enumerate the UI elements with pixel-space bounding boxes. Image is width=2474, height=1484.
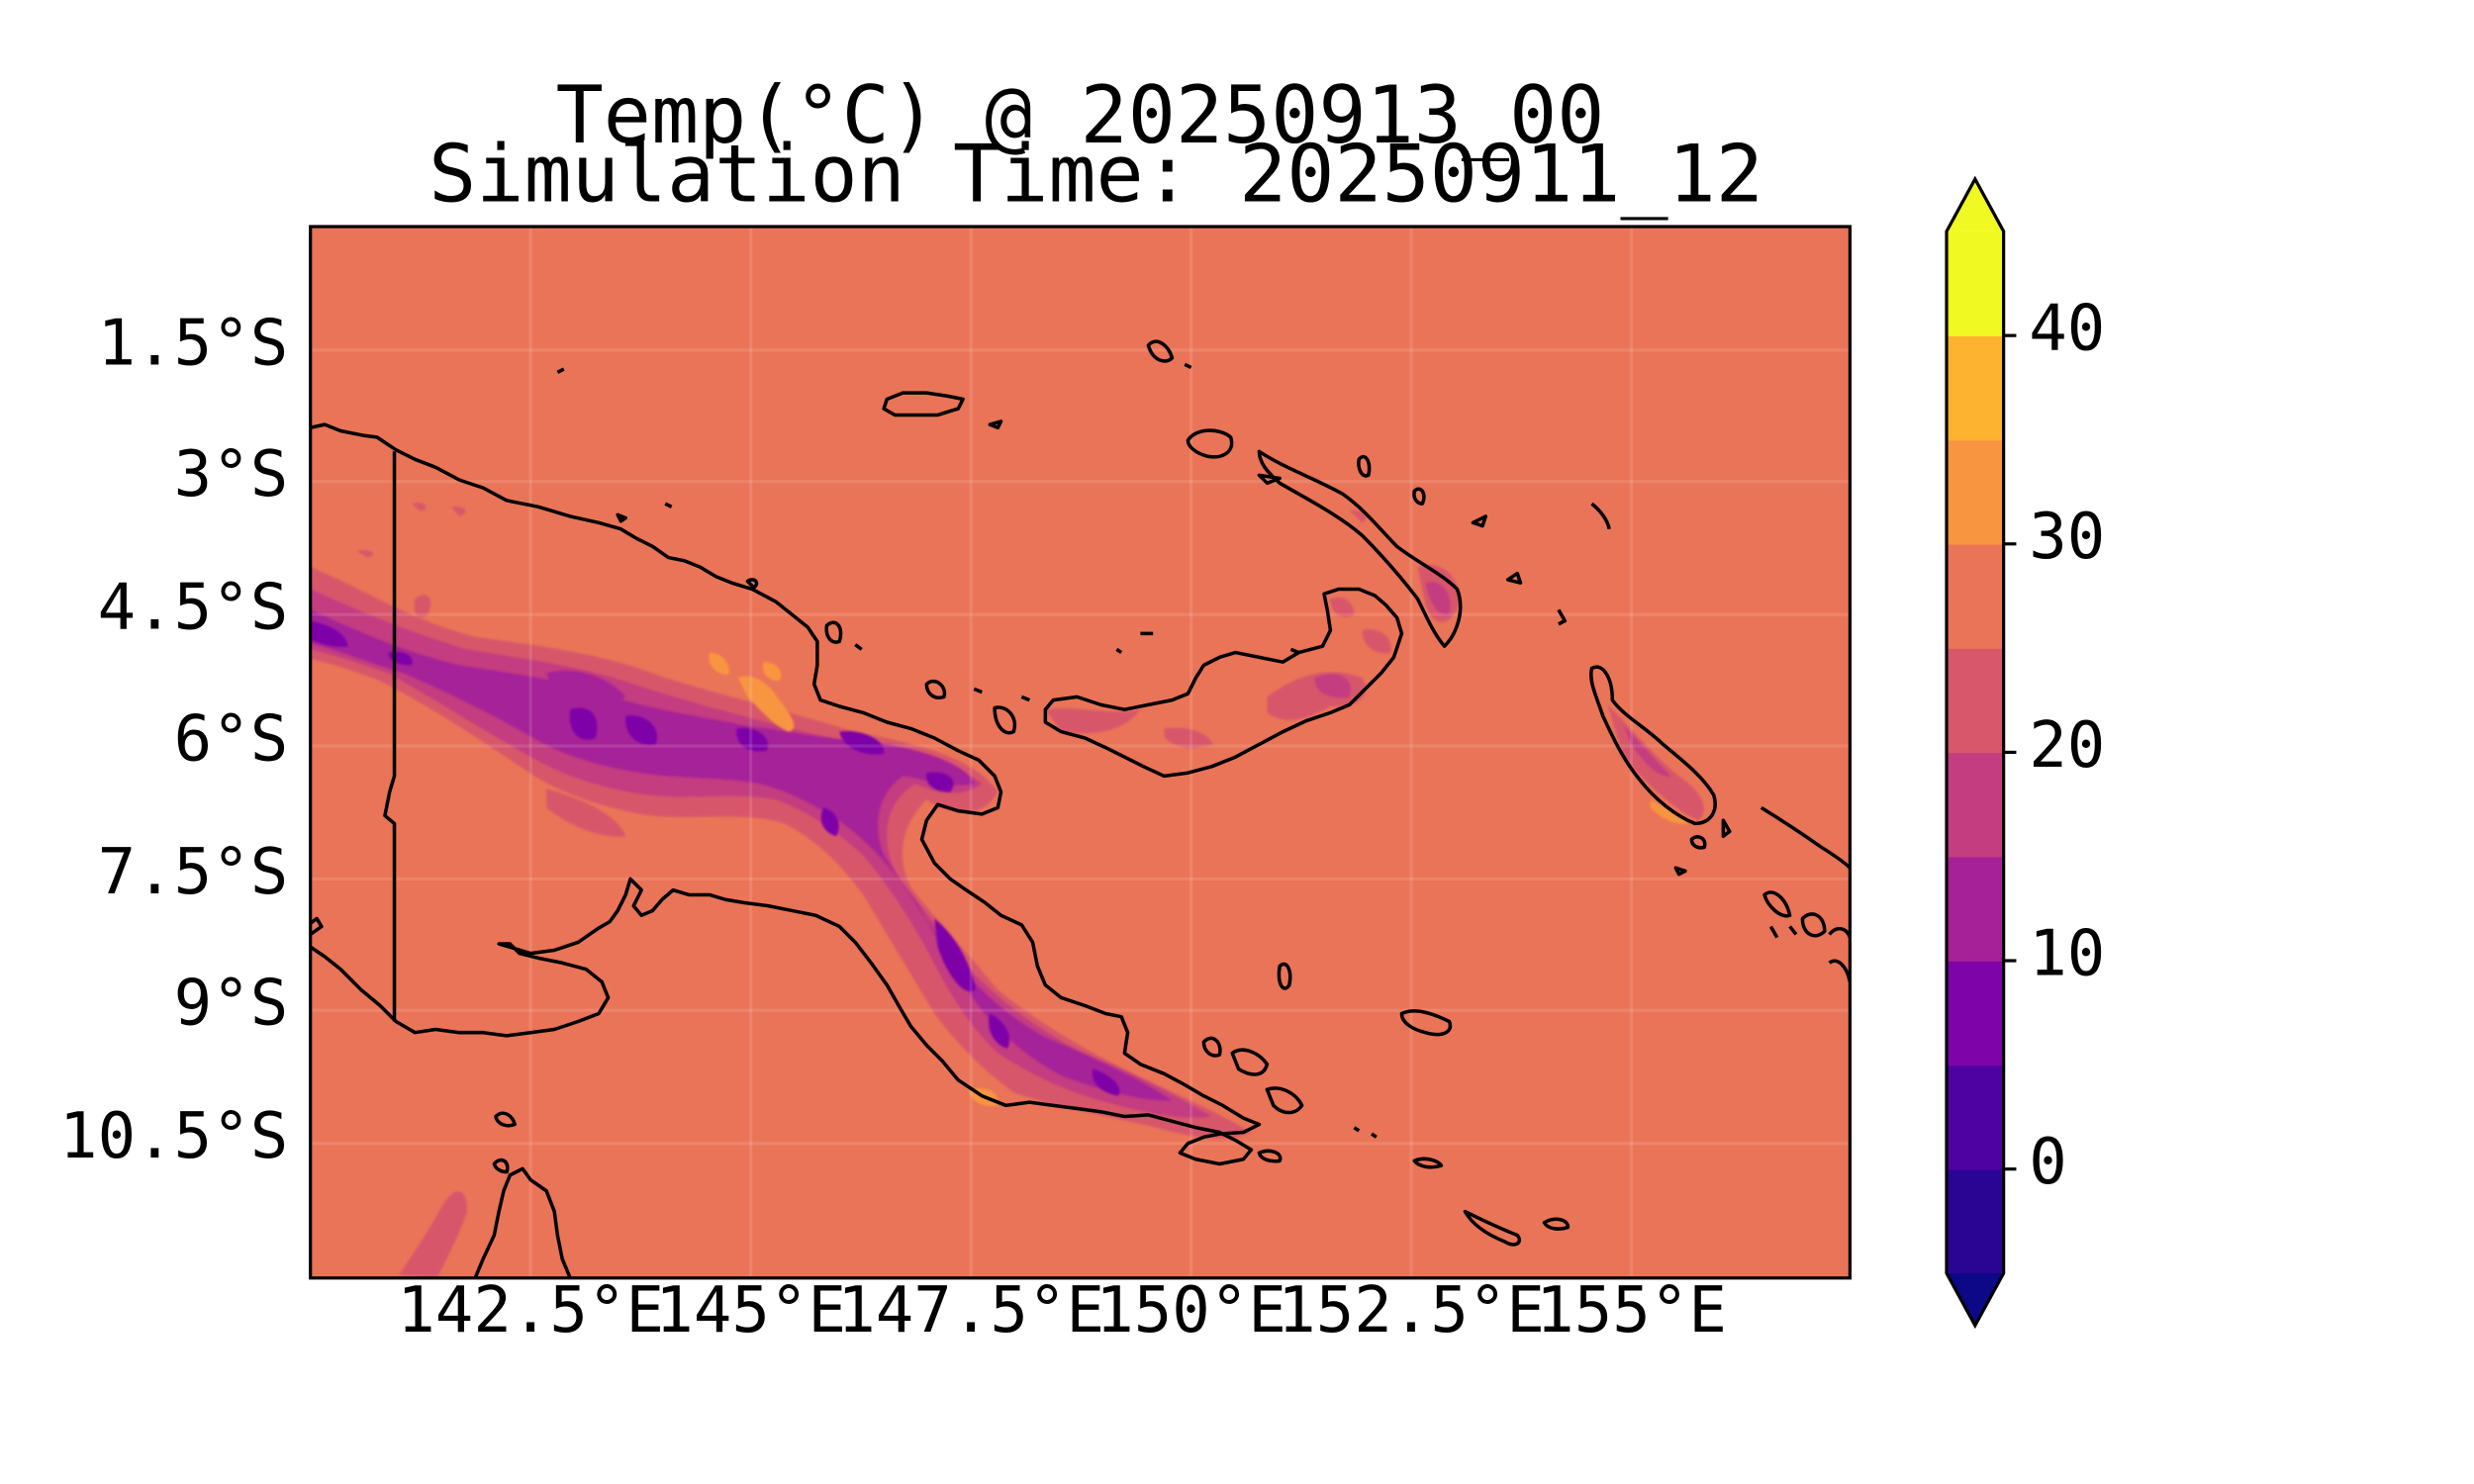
map-title-line1: Temp(°C) @ 20250913_00 bbox=[556, 69, 1605, 161]
colorbar-tick-label: 0 bbox=[2029, 1126, 2067, 1199]
lat-tick-label: 4.5°S bbox=[98, 572, 289, 645]
lon-tick-label: 142.5°E bbox=[397, 1274, 664, 1347]
colorbar-outline bbox=[1945, 175, 2006, 1330]
lon-tick-label: 150°E bbox=[1095, 1274, 1286, 1347]
border-line bbox=[383, 451, 397, 1022]
colorbar-tick-label: 40 bbox=[2029, 293, 2105, 366]
colorbar-segment bbox=[1947, 961, 2004, 1067]
colorbar-segment bbox=[1947, 856, 2004, 962]
colorbar-segment bbox=[1947, 752, 2004, 858]
manus-coastline bbox=[882, 391, 965, 417]
colorbar-segment bbox=[1947, 335, 2004, 441]
colorbar-segment bbox=[1947, 648, 2004, 754]
coastlines bbox=[310, 339, 1851, 1278]
colorbar-segment bbox=[1947, 231, 2004, 336]
lat-tick-label: 3°S bbox=[174, 438, 289, 511]
colorbar-tick-label: 30 bbox=[2029, 501, 2105, 574]
new-britain-coastline bbox=[1043, 587, 1404, 779]
lat-tick-label: 10.5°S bbox=[59, 1100, 288, 1173]
map-title-line2: Simulation Time: 20250911_12 bbox=[428, 128, 1763, 220]
map-frame bbox=[309, 225, 1852, 1280]
colorbar-segment bbox=[1947, 439, 2004, 545]
map-panel bbox=[310, 227, 1851, 1278]
colorbar-under-extension bbox=[1947, 1272, 2004, 1326]
lat-tick-label: 6°S bbox=[174, 702, 289, 776]
temperature-contours-10-15 bbox=[310, 609, 1173, 1101]
lon-tick-label: 155°E bbox=[1536, 1274, 1727, 1347]
colorbar-segment bbox=[1947, 1065, 2004, 1170]
latitude-tick-labels: 1.5°S 3°S 4.5°S 6°S 7.5°S 9°S 10.5°S bbox=[59, 307, 288, 1173]
longitude-tick-labels: 142.5°E 145°E 147.5°E 150°E 152.5°E 155°… bbox=[397, 1274, 1727, 1347]
colorbar: 0 10 20 30 40 bbox=[1945, 175, 2105, 1330]
temperature-contours-30-35 bbox=[709, 652, 1689, 1107]
lon-tick-label: 145°E bbox=[655, 1274, 846, 1347]
lon-tick-label: 152.5°E bbox=[1278, 1274, 1545, 1347]
colorbar-tick-label: 20 bbox=[2029, 709, 2105, 783]
colorbar-tick-label: 10 bbox=[2029, 917, 2105, 990]
new-guinea-coastline bbox=[310, 422, 1262, 1166]
colorbar-segment bbox=[1947, 1168, 2004, 1274]
lat-tick-label: 7.5°S bbox=[98, 836, 289, 909]
lon-tick-label: 147.5°E bbox=[837, 1274, 1104, 1347]
map-gridlines bbox=[310, 227, 1851, 1278]
new-ireland-coastline bbox=[1257, 449, 1463, 648]
lat-tick-label: 1.5°S bbox=[98, 307, 289, 380]
bougainville-coastline bbox=[1589, 665, 1717, 826]
colorbar-over-extension bbox=[1947, 179, 2004, 232]
temperature-contours-5-10 bbox=[310, 620, 1120, 1096]
colorbar-segment bbox=[1947, 543, 2004, 649]
lat-tick-label: 9°S bbox=[174, 968, 289, 1041]
